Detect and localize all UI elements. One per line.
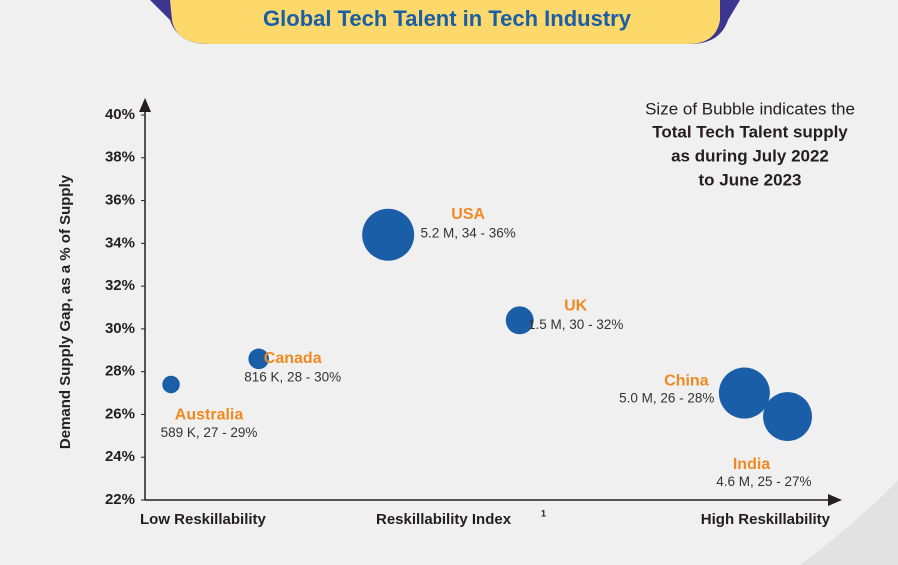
x-high-label: High Reskillability: [701, 511, 831, 528]
point-name: India: [733, 456, 770, 473]
note-line: as during July 2022: [671, 146, 829, 165]
page-curl: [800, 480, 898, 565]
point-label: 4.6 M, 25 - 27%: [716, 474, 811, 489]
y-tick-label: 40%: [105, 106, 135, 123]
y-tick-label: 28%: [105, 363, 135, 380]
point-label: 1.5 M, 30 - 32%: [528, 317, 623, 332]
banner: [170, 0, 720, 44]
point-name: Australia: [175, 407, 244, 424]
x-axis-note: 1: [541, 508, 546, 518]
point-label: 589 K, 27 - 29%: [161, 425, 258, 440]
y-tick-label: 34%: [105, 234, 135, 251]
y-tick-label: 36%: [105, 192, 135, 209]
bubble: [248, 348, 270, 370]
point-label: 5.2 M, 34 - 36%: [421, 225, 516, 240]
x-arrow: [828, 494, 842, 506]
point-name: Canada: [264, 350, 322, 367]
y-tick-label: 30%: [105, 320, 135, 337]
bubble: [162, 375, 180, 394]
note-line: to June 2023: [699, 170, 802, 189]
x-low-label: Low Reskillability: [140, 511, 267, 528]
y-tick-label: 24%: [105, 448, 135, 465]
bubble: [718, 367, 770, 419]
bubble: [505, 306, 534, 335]
point-label: 816 K, 28 - 30%: [244, 369, 341, 384]
y-tick-label: 22%: [105, 491, 135, 508]
note-line: Size of Bubble indicates the: [645, 99, 855, 118]
background: [10, 10, 888, 555]
point-name: USA: [451, 206, 485, 223]
point-name: UK: [564, 298, 588, 315]
point-label: 5.0 M, 26 - 28%: [619, 391, 714, 406]
y-tick-label: 26%: [105, 405, 135, 422]
point-name: China: [664, 372, 709, 389]
y-arrow: [139, 98, 151, 112]
bubble: [763, 392, 812, 442]
y-tick-label: 32%: [105, 277, 135, 294]
bubble: [362, 208, 415, 261]
note-line: Total Tech Talent supply: [652, 122, 848, 141]
y-axis-title: Demand Supply Gap, as a % of Supply: [57, 174, 74, 449]
x-axis-title: Reskillability Index: [376, 511, 512, 528]
chart-title: Global Tech Talent in Tech Industry: [263, 6, 632, 31]
y-tick-label: 38%: [105, 149, 135, 166]
